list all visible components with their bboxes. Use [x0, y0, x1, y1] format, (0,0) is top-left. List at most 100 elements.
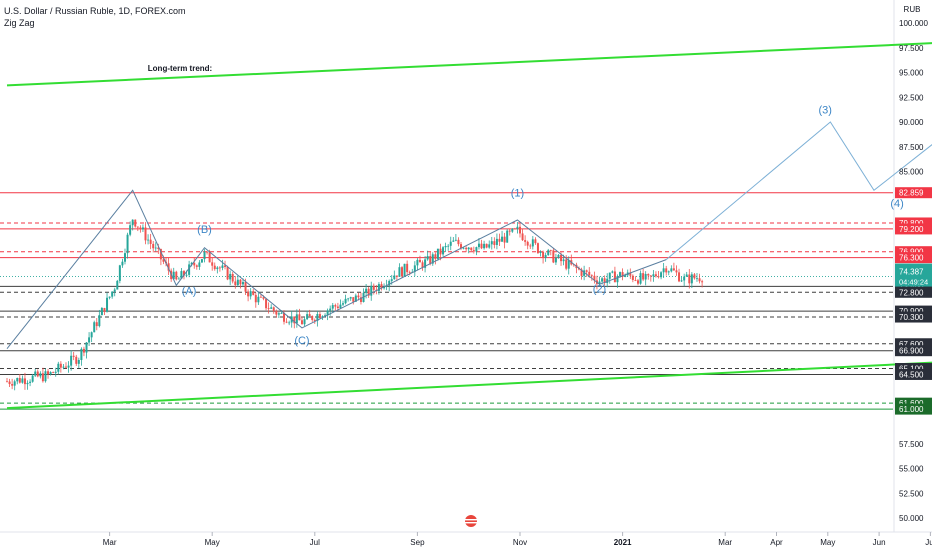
candle-body-122 — [318, 314, 321, 319]
candle-body-55 — [147, 239, 150, 241]
candle-body-94 — [247, 291, 250, 297]
candle-body-47 — [126, 234, 129, 254]
candle-body-129 — [336, 306, 339, 309]
candle-body-75 — [198, 262, 201, 267]
candle-body-70 — [185, 274, 188, 276]
candle-body-163 — [424, 259, 427, 268]
candle-body-40 — [108, 296, 111, 298]
candle-body-63 — [167, 263, 170, 271]
x-tick-0: Mar — [103, 538, 117, 547]
candle-body-44 — [118, 265, 121, 281]
time-axis: MarMayJulSepNov2021MarAprMayJunJulAugSep… — [103, 532, 932, 547]
wave-label-5: (3) — [819, 105, 832, 117]
candle-body-127 — [331, 305, 334, 309]
candle-body-210 — [544, 255, 547, 258]
candle-body-198 — [513, 228, 516, 230]
candle-body-233 — [603, 278, 606, 283]
candle-body-160 — [416, 259, 419, 266]
candle-body-125 — [326, 310, 329, 316]
x-tick-6: Mar — [718, 538, 732, 547]
level-badge-9 — [895, 338, 932, 350]
current-price-badge — [895, 263, 932, 287]
candle-body-15 — [44, 371, 47, 382]
trend-line-upper — [6, 42, 932, 87]
candle-body-174 — [452, 240, 455, 242]
x-tick-9: Jun — [873, 538, 886, 547]
candle-body-91 — [239, 279, 242, 285]
candle-body-169 — [439, 248, 442, 255]
candle-body-270 — [698, 278, 701, 282]
candle-body-113 — [295, 314, 298, 324]
candle-body-104 — [272, 307, 275, 311]
candle-body-269 — [695, 278, 698, 280]
candle-body-12 — [36, 371, 39, 377]
level-badge-11 — [895, 363, 932, 375]
candle-body-166 — [431, 254, 434, 264]
level-badge-14 — [895, 403, 932, 415]
y-tick-8: 57.500 — [899, 440, 924, 449]
candle-body-22 — [62, 366, 65, 368]
candle-body-57 — [152, 243, 155, 249]
candles — [6, 219, 704, 391]
candle-body-151 — [393, 275, 396, 280]
candle-body-257 — [665, 268, 668, 273]
level-badge-label-6: 72.800 — [899, 288, 924, 297]
candle-body-243 — [629, 272, 632, 276]
candle-body-13 — [39, 373, 42, 377]
candle-body-116 — [303, 319, 306, 325]
level-badge-label-8: 70.300 — [899, 313, 924, 322]
y-tick-6: 85.000 — [899, 168, 924, 177]
candle-body-56 — [149, 239, 152, 244]
candle-body-244 — [631, 275, 634, 280]
candle-body-191 — [495, 238, 498, 245]
candle-body-73 — [193, 262, 196, 266]
candle-body-2 — [11, 384, 14, 386]
y-tick-3: 92.500 — [899, 93, 924, 102]
candle-body-32 — [88, 337, 91, 343]
candle-body-133 — [347, 298, 350, 300]
candle-body-100 — [262, 297, 265, 299]
candle-body-153 — [398, 267, 401, 277]
candle-body-199 — [516, 226, 519, 229]
candle-body-235 — [608, 272, 611, 279]
candle-body-255 — [660, 272, 663, 278]
candle-body-82 — [216, 267, 219, 270]
candle-body-24 — [67, 365, 70, 368]
x-tick-5: 2021 — [614, 538, 632, 547]
candle-body-65 — [172, 271, 175, 280]
candle-body-216 — [560, 254, 563, 262]
candle-body-72 — [190, 262, 193, 265]
y-tick-4: 90.000 — [899, 118, 924, 127]
candle-body-42 — [113, 289, 116, 292]
price-badges: 82.85979.80079.20076.90076.30073.40072.8… — [895, 187, 932, 415]
candle-body-105 — [275, 310, 278, 315]
candle-body-184 — [477, 243, 480, 248]
candle-body-51 — [136, 226, 139, 228]
x-tick-8: May — [820, 538, 835, 547]
candle-body-155 — [403, 263, 406, 277]
candle-body-141 — [367, 288, 370, 296]
candle-body-14 — [41, 373, 44, 382]
candle-body-192 — [498, 238, 501, 242]
candle-body-3 — [13, 381, 16, 386]
candle-body-182 — [472, 250, 475, 252]
candle-body-167 — [434, 254, 437, 259]
candle-body-249 — [644, 274, 647, 280]
level-badge-3 — [895, 246, 932, 258]
candle-body-159 — [413, 265, 416, 272]
level-lines — [0, 192, 893, 410]
candle-body-149 — [388, 280, 391, 286]
level-badge-1 — [895, 217, 932, 229]
candle-body-202 — [524, 240, 527, 242]
level-badge-label-9: 67.600 — [899, 340, 924, 349]
candle-body-239 — [619, 272, 622, 277]
candle-body-28 — [77, 360, 80, 364]
candle-body-88 — [231, 273, 234, 282]
candle-body-161 — [418, 259, 421, 263]
candle-body-179 — [465, 247, 468, 250]
candle-body-140 — [365, 288, 368, 293]
candle-body-117 — [306, 314, 309, 320]
candle-body-0 — [6, 381, 8, 383]
level-badge-13 — [895, 397, 932, 409]
